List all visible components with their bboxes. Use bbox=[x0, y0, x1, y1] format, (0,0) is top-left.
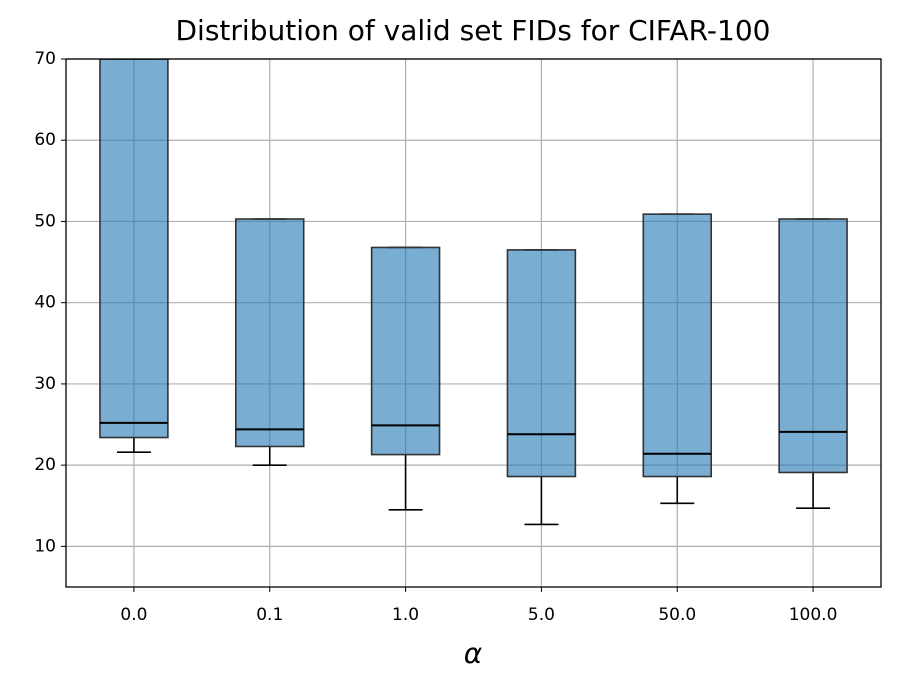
y-tick-label: 20 bbox=[34, 455, 56, 475]
box bbox=[642, 213, 713, 478]
x-tick-label: 5.0 bbox=[528, 605, 555, 625]
chart-title: Distribution of valid set FIDs for CIFAR… bbox=[176, 14, 771, 47]
plot-area bbox=[99, 59, 848, 526]
x-tick-label: 0.1 bbox=[256, 605, 283, 625]
plot-frame bbox=[65, 58, 882, 588]
x-tick-label: 100.0 bbox=[789, 605, 838, 625]
y-tick-label: 60 bbox=[34, 130, 56, 150]
y-tick-label: 30 bbox=[34, 374, 56, 394]
box bbox=[99, 59, 169, 439]
y-tick-label: 10 bbox=[34, 536, 56, 556]
y-tick-label: 50 bbox=[34, 211, 56, 231]
y-tick-label: 70 bbox=[34, 49, 56, 69]
x-tick-label: 0.0 bbox=[120, 605, 147, 625]
box bbox=[778, 218, 848, 474]
box bbox=[506, 249, 577, 478]
box bbox=[234, 218, 305, 448]
x-tick-label: 1.0 bbox=[392, 605, 419, 625]
x-tick-label: 50.0 bbox=[658, 605, 696, 625]
box bbox=[370, 246, 441, 456]
x-axis-label: α bbox=[464, 637, 483, 670]
y-tick-label: 40 bbox=[34, 293, 56, 313]
